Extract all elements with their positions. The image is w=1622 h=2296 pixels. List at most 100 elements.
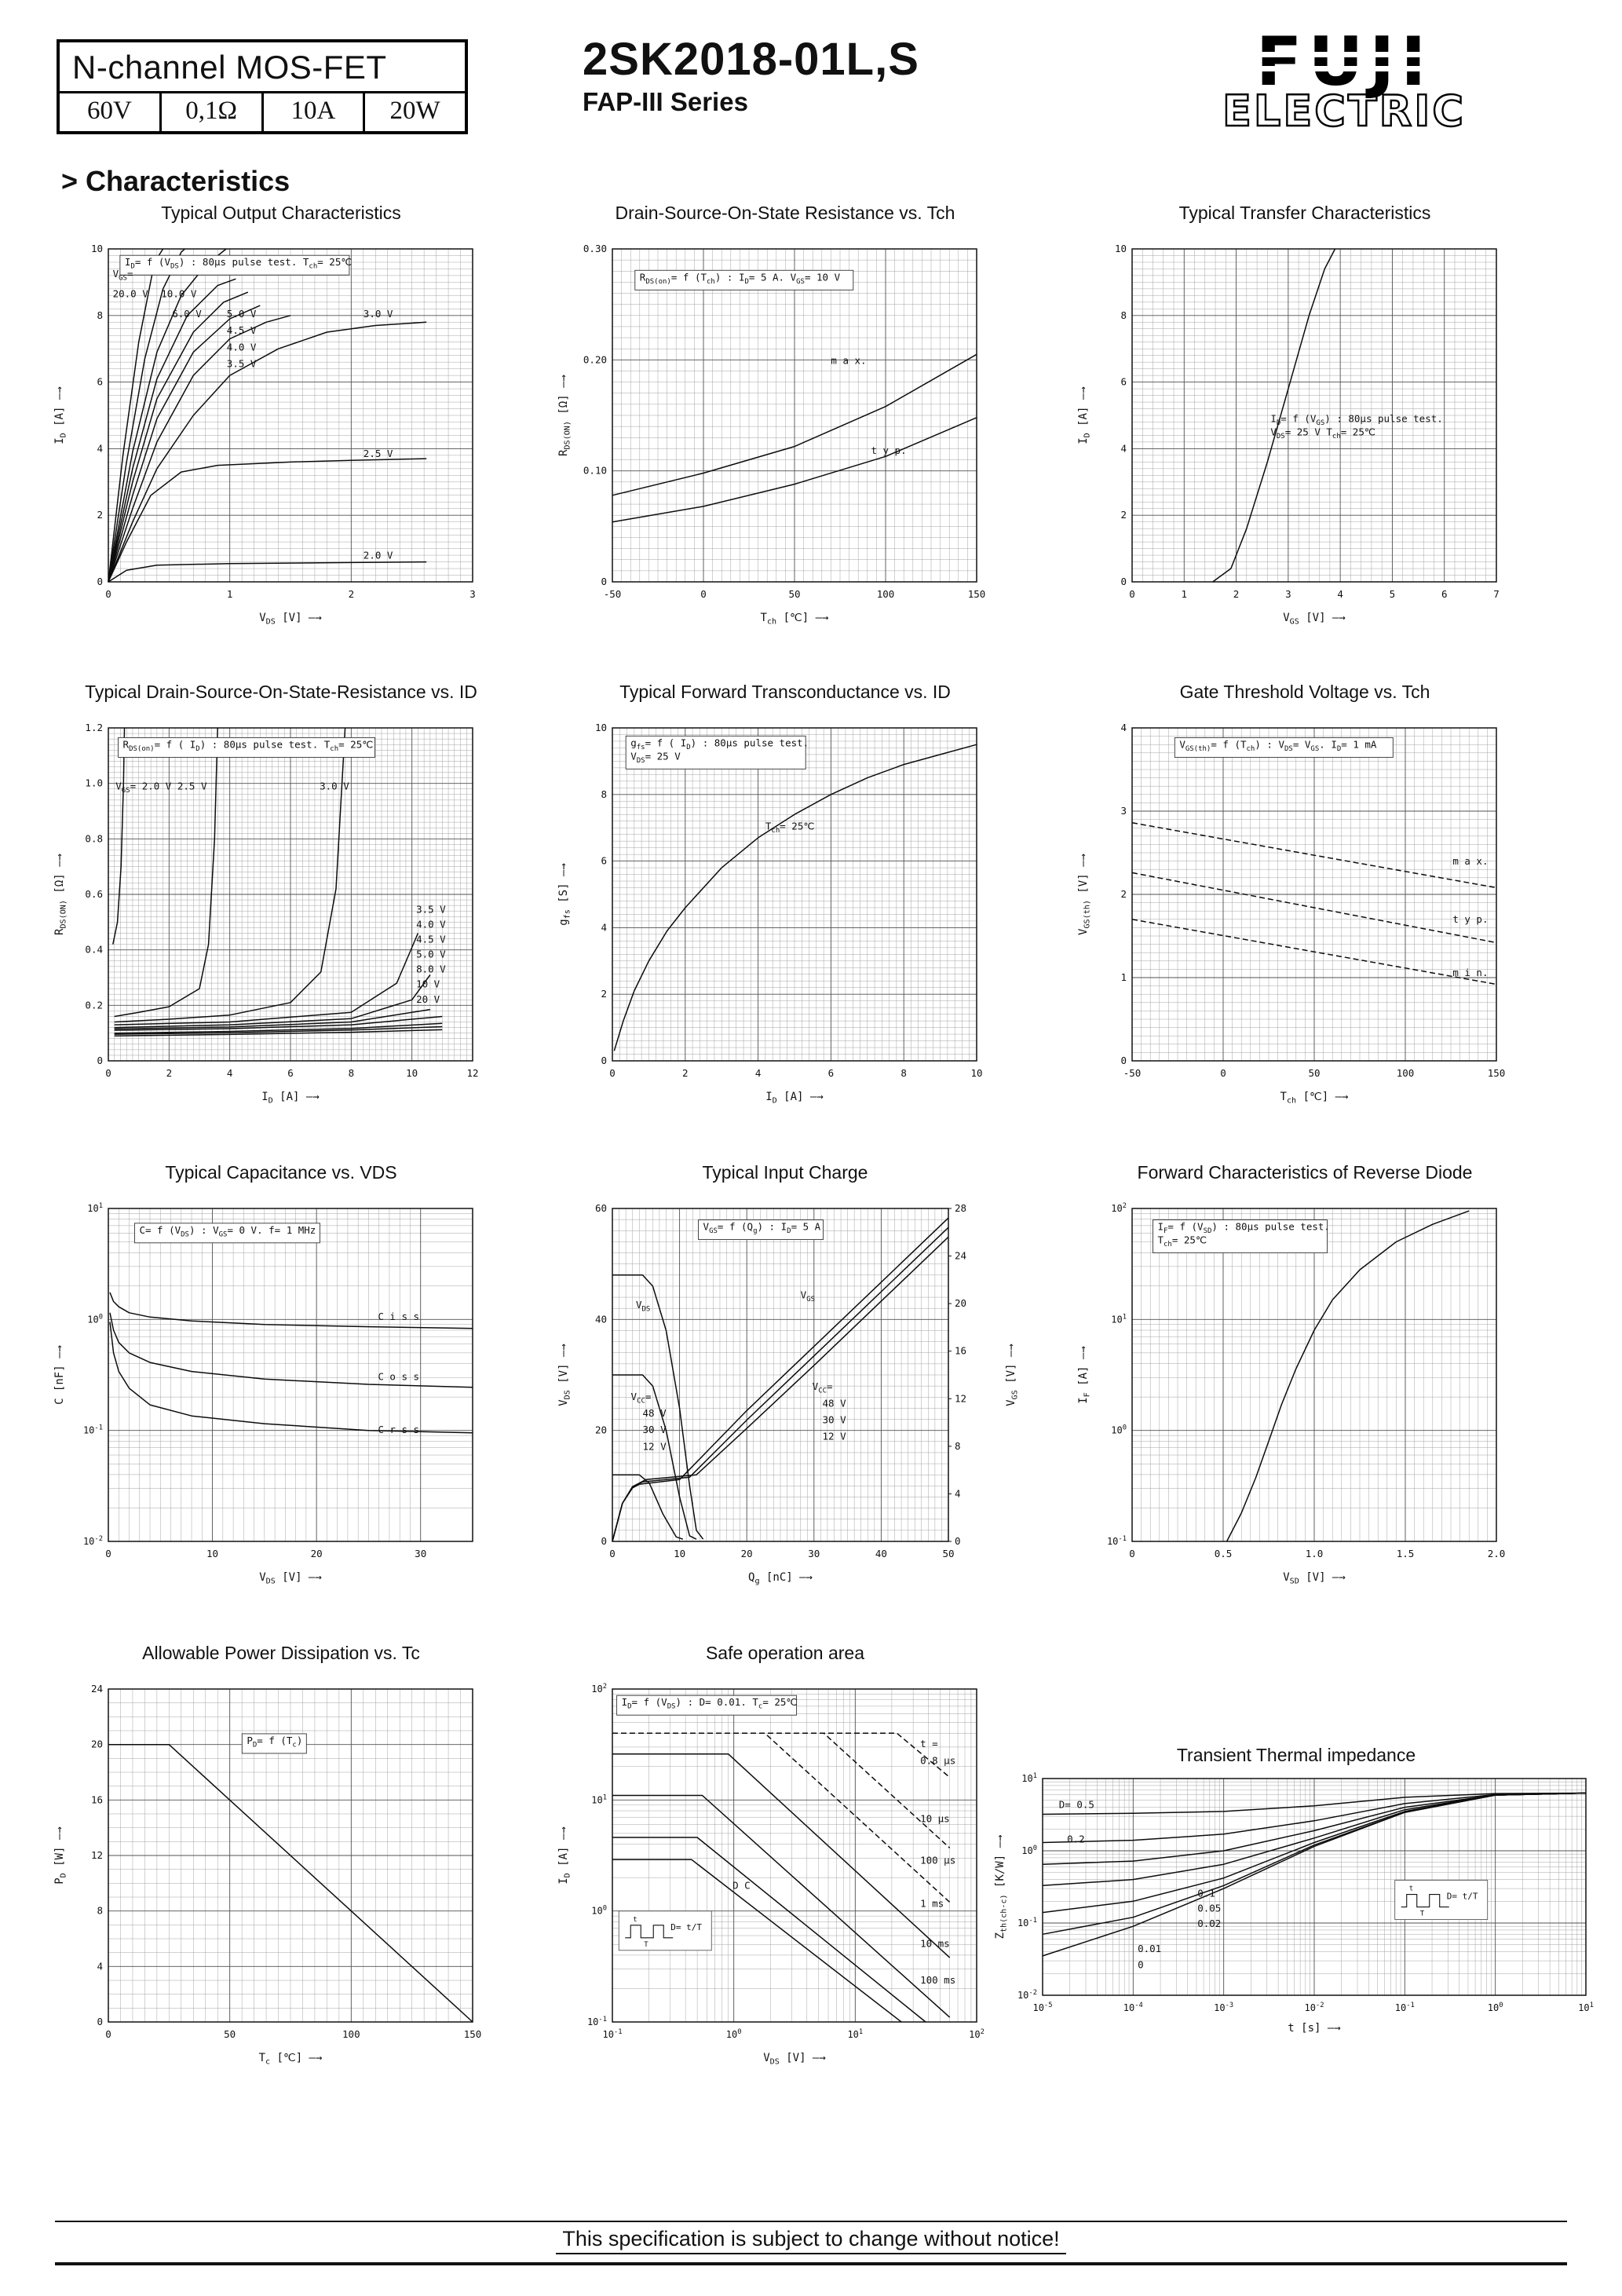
svg-text:0.6: 0.6 [85, 888, 103, 900]
svg-text:PD [W] —→: PD [W] —→ [53, 1826, 68, 1885]
chart-canvas: 0 10 20 30 10-2 10-1 100 101 VDS [V] —→ C [nF] —→… [53, 1202, 473, 1586]
svg-text:40: 40 [875, 1548, 887, 1559]
svg-text:30 V: 30 V [823, 1413, 847, 1425]
svg-text:0: 0 [601, 576, 607, 587]
svg-text:2.0: 2.0 [1488, 1548, 1506, 1559]
svg-text:3: 3 [1285, 588, 1291, 600]
svg-text:Qg [nC] —→: Qg [nC] —→ [748, 1571, 813, 1586]
footer-notice: This specification is subject to change … [556, 2227, 1066, 2254]
svg-text:50: 50 [1308, 1067, 1320, 1079]
svg-text:40: 40 [595, 1313, 607, 1325]
svg-text:5: 5 [1390, 588, 1396, 600]
svg-text:100: 100 [342, 2028, 360, 2040]
svg-text:2: 2 [682, 1067, 689, 1079]
svg-text:m a x.: m a x. [831, 354, 866, 366]
svg-text:0.01: 0.01 [1138, 1943, 1161, 1954]
chart-title: Drain-Source-On-State Resistance vs. Tch [615, 203, 955, 223]
svg-text:VCC=: VCC= [813, 1380, 833, 1395]
svg-text:4: 4 [955, 1487, 961, 1499]
ratings-row: 60V 0,1Ω 10A 20W [60, 91, 465, 131]
svg-text:6.0 V: 6.0 V [172, 308, 202, 320]
svg-text:0.5: 0.5 [1215, 1548, 1233, 1559]
svg-text:12 V: 12 V [643, 1440, 667, 1452]
svg-text:30: 30 [808, 1548, 820, 1559]
svg-text:48 V: 48 V [823, 1397, 847, 1409]
svg-text:4: 4 [1337, 588, 1343, 600]
svg-text:VGS(th) [V] —→: VGS(th) [V] —→ [1077, 854, 1092, 935]
svg-text:0: 0 [105, 1548, 111, 1559]
svg-text:100: 100 [877, 588, 895, 600]
svg-text:8.0 V: 8.0 V [416, 963, 446, 975]
svg-text:VDS [V] —→: VDS [V] —→ [763, 2052, 826, 2067]
svg-text:12: 12 [91, 1849, 103, 1861]
chart-title: Typical Transfer Characteristics [1178, 203, 1431, 223]
svg-text:m a x.: m a x. [1452, 855, 1488, 867]
svg-text:101: 101 [1111, 1313, 1127, 1325]
svg-text:10: 10 [970, 1067, 982, 1079]
svg-text:0: 0 [1138, 1959, 1144, 1971]
chart-canvas: 10-5 10-4 10-3 10-2 10-1 100 101 10-2 10-1 100 101… [994, 1772, 1594, 2035]
svg-text:20.0 V: 20.0 V [113, 287, 149, 299]
svg-text:0: 0 [1220, 1067, 1226, 1079]
svg-text:2: 2 [1233, 588, 1240, 600]
svg-text:28: 28 [955, 1202, 966, 1214]
svg-text:VDS= 25 V Tch= 25℃: VDS= 25 V Tch= 25℃ [1270, 426, 1375, 441]
svg-text:20: 20 [595, 1424, 607, 1436]
svg-text:Zth(ch-c) [K/W] —→: Zth(ch-c) [K/W] —→ [994, 1835, 1009, 1940]
svg-text:100: 100 [1397, 1067, 1415, 1079]
svg-text:RDS(ON) [Ω] —→: RDS(ON) [Ω] —→ [557, 375, 572, 456]
chart-title: Typical Input Charge [702, 1162, 868, 1183]
svg-text:0: 0 [97, 576, 103, 587]
svg-text:-50: -50 [1123, 1067, 1142, 1079]
footer: This specification is subject to change … [55, 2221, 1567, 2265]
chart-canvas: 0 50 100 150 0 4 8 12 16 20 24 Tc [℃] —→ PD [W] —→ PD… [53, 1683, 481, 2067]
svg-text:ID [A] —→: ID [A] —→ [557, 1826, 572, 1885]
chart-canvas: 10-1 100 101 102 10-1 100 101 102 VDS [V] —→ ID [… [557, 1683, 985, 2067]
svg-text:0: 0 [1120, 576, 1127, 587]
svg-text:2: 2 [601, 988, 607, 1000]
rating-current: 10A [261, 93, 363, 131]
svg-text:VGS= 2.0 V 2.5 V: VGS= 2.0 V 2.5 V [115, 780, 207, 795]
svg-text:8: 8 [97, 309, 103, 321]
chart-gate-threshold-voltage: Gate Threshold Voltage vs. Tch -50 0 50 100… [1069, 682, 1540, 1113]
svg-text:150: 150 [968, 588, 986, 600]
chart-power-dissipation: Allowable Power Dissipation vs. Tc 0 50 10… [46, 1643, 517, 2074]
svg-text:10-1: 10-1 [1017, 1917, 1037, 1929]
svg-text:6: 6 [1441, 588, 1448, 600]
svg-text:10-1: 10-1 [587, 2016, 607, 2027]
svg-text:10-2: 10-2 [1304, 2002, 1324, 2013]
svg-text:0: 0 [601, 1535, 607, 1547]
svg-text:4: 4 [601, 921, 607, 933]
svg-text:RDS(on)= f (Tch) : ID= 5 A. V: RDS(on)= f (Tch) : ID= 5 A. VGS= 10 V [640, 271, 841, 286]
logo-stripe [1218, 52, 1470, 57]
chart-transient-thermal-impedance: Transient Thermal impedance 10-5 10-4 10-3… [986, 1745, 1606, 2044]
svg-text:102: 102 [1111, 1202, 1127, 1214]
svg-text:60: 60 [595, 1202, 607, 1214]
svg-text:RDS(on)= f ( ID) : 80µs pulse: RDS(on)= f ( ID) : 80µs pulse test. Tch=… [123, 738, 374, 753]
svg-text:100: 100 [591, 1905, 607, 1917]
svg-text:10: 10 [91, 243, 103, 254]
svg-text:VDS [V] —→: VDS [V] —→ [259, 1571, 322, 1586]
svg-text:0: 0 [609, 1067, 616, 1079]
svg-text:5.0 V: 5.0 V [416, 949, 446, 960]
svg-text:6: 6 [287, 1067, 294, 1079]
svg-text:10: 10 [1115, 243, 1127, 254]
svg-text:Tch [℃] —→: Tch [℃] —→ [761, 612, 829, 627]
chart-typical-input-charge: Typical Input Charge 0 10 20 30 40 50 0 20 40 60 0… [550, 1162, 1021, 1593]
svg-text:VGS [V] —→: VGS [V] —→ [1283, 612, 1346, 627]
svg-text:7: 7 [1493, 588, 1500, 600]
svg-text:8: 8 [349, 1067, 355, 1079]
svg-text:ID [A] —→: ID [A] —→ [765, 1091, 824, 1106]
svg-text:10: 10 [406, 1067, 418, 1079]
chart-safe-operation-area: Safe operation area 10-1 100 101 102 10-1 100… [550, 1643, 1021, 2074]
svg-text:10 ms: 10 ms [920, 1938, 950, 1950]
svg-text:-50: -50 [604, 588, 622, 600]
svg-text:0: 0 [955, 1535, 961, 1547]
svg-text:3.0 V: 3.0 V [363, 308, 393, 320]
chart-title: Transient Thermal impedance [1176, 1745, 1416, 1765]
chart-title: Gate Threshold Voltage vs. Tch [1179, 682, 1430, 702]
svg-text:0.2: 0.2 [85, 999, 103, 1011]
svg-text:5.0 V: 5.0 V [227, 308, 257, 320]
